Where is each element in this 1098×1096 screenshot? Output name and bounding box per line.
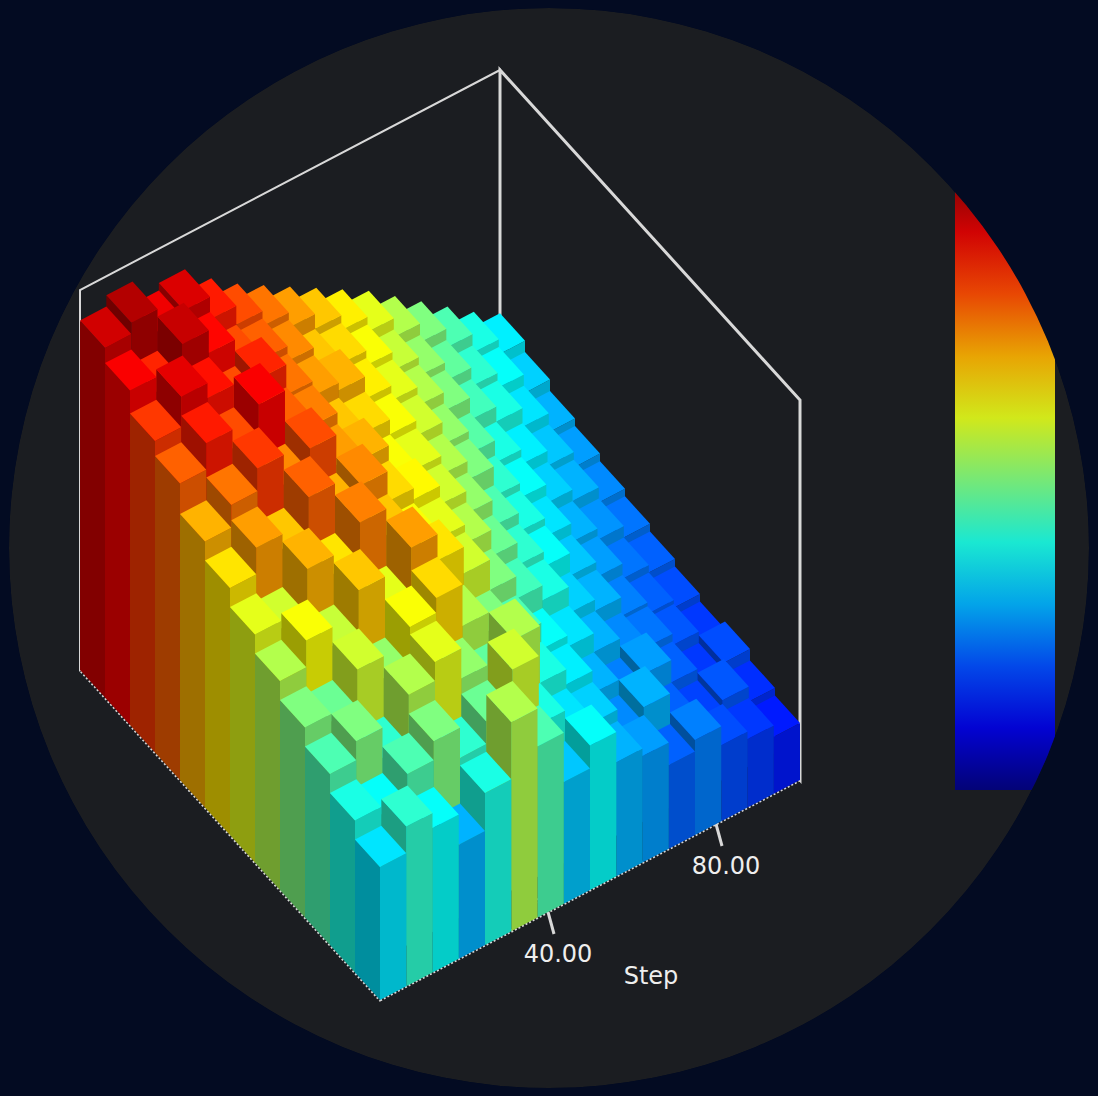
cell-front <box>590 732 616 890</box>
cell-top <box>156 356 207 397</box>
cell-side <box>180 514 205 808</box>
cell-front <box>433 814 459 972</box>
cell-side <box>230 607 255 863</box>
cell-top <box>409 700 460 741</box>
cell-side <box>105 363 130 725</box>
cell-top <box>158 303 209 344</box>
cell-top <box>565 704 616 745</box>
cell-top <box>381 785 432 826</box>
cell-top <box>335 481 386 522</box>
cell-top <box>385 586 436 627</box>
cell-top <box>460 752 511 793</box>
cell-top <box>233 427 284 468</box>
tick-mark <box>716 824 722 846</box>
cell-front <box>511 709 537 932</box>
surface-cell <box>355 826 406 1000</box>
cell-front <box>485 779 511 945</box>
cell-top <box>181 402 232 443</box>
cell-top <box>285 407 336 448</box>
cell-top <box>334 549 385 590</box>
cell-front <box>669 751 695 848</box>
cell-top <box>333 628 384 669</box>
cell-top <box>411 557 462 598</box>
wall-frame <box>500 70 800 780</box>
axes: 40.00 80.00 <box>80 70 800 1000</box>
cell-top <box>255 640 306 681</box>
cell-side <box>280 700 305 918</box>
cell-top <box>155 442 206 483</box>
cell-top <box>383 733 434 774</box>
cell-top <box>206 464 257 505</box>
cell-top <box>205 547 256 588</box>
surface <box>80 269 800 1000</box>
cell-side <box>355 840 380 1001</box>
cell-top <box>305 733 356 774</box>
tick-label: 80.00 <box>692 852 761 880</box>
cell-front <box>406 813 432 986</box>
tick-mark <box>548 912 554 934</box>
cell-front <box>721 732 747 822</box>
cell-side <box>80 320 105 697</box>
cell-side <box>330 793 355 973</box>
cell-top <box>619 666 670 707</box>
cell-top <box>280 686 331 727</box>
cell-side <box>205 561 230 836</box>
cell-side <box>155 456 180 780</box>
cell-top <box>281 599 332 640</box>
cell-top <box>230 593 281 634</box>
floor-frame <box>80 450 800 1000</box>
cell-side <box>255 654 280 891</box>
cell-top <box>486 681 537 722</box>
cell-top <box>284 456 335 497</box>
cell-front <box>643 742 669 862</box>
cell-top <box>488 628 539 669</box>
cell-top <box>410 621 461 662</box>
cell-front <box>616 749 642 877</box>
cell-front <box>564 768 590 903</box>
cell-front <box>459 831 485 959</box>
tick-label: 40.00 <box>524 940 593 968</box>
cell-top <box>331 700 382 741</box>
lens-view: 40.00 80.00 Step <box>9 8 1089 1088</box>
color-bar <box>955 170 1055 790</box>
cell-top <box>180 500 231 541</box>
cell-top <box>330 779 381 820</box>
cell-top <box>234 363 285 404</box>
cell-top <box>231 506 282 547</box>
cell-top <box>80 307 131 348</box>
cell-top <box>105 349 156 390</box>
axis-title: Step <box>624 962 679 990</box>
chart: 40.00 80.00 Step <box>0 0 1098 1096</box>
cell-side <box>130 413 155 752</box>
cell-front <box>695 726 721 835</box>
cell-top <box>283 528 334 569</box>
screen <box>9 8 1089 1088</box>
cell-top <box>355 826 406 867</box>
cell-front <box>748 725 774 807</box>
cell-top <box>336 444 387 485</box>
cell-top <box>130 400 181 441</box>
cell-top <box>384 654 435 695</box>
cell-front <box>538 733 564 918</box>
cell-side <box>305 747 330 946</box>
cell-top <box>386 506 437 547</box>
cell-front <box>380 853 406 1000</box>
